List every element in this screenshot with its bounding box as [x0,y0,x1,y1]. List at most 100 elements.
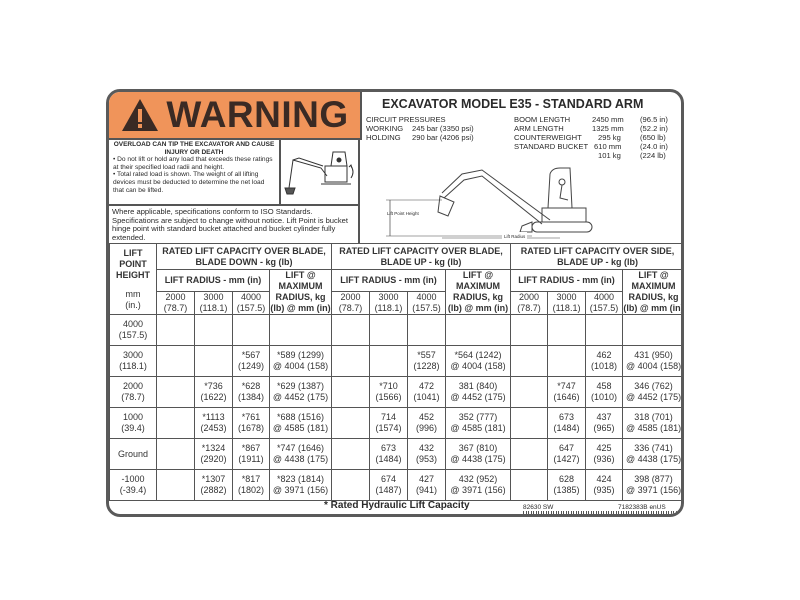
radius-value: 4000 (157.5) [585,291,624,315]
capacity-cell: 628 (1385) [547,469,587,501]
capacity-cell: *823 (1814) @ 3971 (156) [269,469,332,501]
max-radius-header: LIFT @ MAXIMUM RADIUS, kg (lb) @ mm (in) [622,269,684,315]
header-row: LIFT POINT HEIGHT mm (in.) RATED LIFT CAPA… [109,243,681,315]
height-cell: 1000 (39.4) [109,407,157,439]
radius-value: 4000 (157.5) [407,291,446,315]
capacity-cell [547,345,587,377]
lift-point-height-header: LIFT POINT HEIGHT mm (in.) [109,243,157,315]
radius-value: 4000 (157.5) [232,291,270,315]
counterweight-lb: (650 lb) [640,133,666,142]
lift-point-height-label: Lift Point Height [387,211,419,216]
height-cell: 3000 (118.1) [109,345,157,377]
capacity-cell [369,314,408,346]
capacity-cell [622,314,681,346]
arm-length-label: ARM LENGTH [514,124,564,133]
capacity-cell [510,438,549,470]
capacity-cell: 318 (701) @ 4585 (181) [622,407,681,439]
arm-length-in: (52.2 in) [640,124,668,133]
capacity-cell [510,376,549,408]
bullet: • Total rated load is shown. The weight … [113,171,265,194]
capacity-group-header: RATED LIFT CAPACITY OVER BLADE, BLADE DO… [156,243,332,270]
height-cell: 2000 (78.7) [109,376,157,408]
capacity-cell: *628 (1384) [232,376,270,408]
header-row: LIFT RADIUS - mm (in) LIFT @ MAXIMUM RADI… [110,269,681,315]
radius-row: 2000 (78.7) 3000 (118.1) 4000 (157.5) 2000 (78.… [110,291,682,315]
capacity-cell: 472 (1041) [407,376,446,408]
table-row: 1000 (39.4) *1113 (2453) *761 (1678) *688 (151… [109,407,681,439]
capacity-cell [331,438,370,470]
warning-label: WARNING OVERLOAD CAN TIP THE EXCAVATOR A… [106,89,684,517]
bullet-text: Total rated load is shown. The weight of… [113,171,265,194]
warning-triangle-icon [122,99,159,131]
holding-value: 290 bar (4206 psi) [412,133,474,142]
capacity-cell: *564 (1242) @ 4004 (158) [444,345,512,377]
capacity-cell: *747 (1646) [547,376,587,408]
capacity-cell: 437 (965) [585,407,624,439]
capacity-cell [156,469,195,501]
height-cell: 4000 (157.5) [109,314,157,346]
capacity-cell: 431 (950) @ 4004 (158) [622,345,681,377]
part-code-right: 7182383B enUS [618,504,666,511]
capacity-cell: 432 (953) [407,438,446,470]
rated-hydraulic-note: * Rated Hydraulic Lift Capacity [324,500,470,511]
capacity-cell [331,469,370,501]
capacity-cell [369,345,408,377]
working-label: WORKING [366,124,404,133]
max-radius-header: LIFT @ MAXIMUM RADIUS, kg (lb) @ mm (in) [269,269,332,315]
height-cell: Ground [109,438,157,470]
lift-capacity-table: LIFT POINT HEIGHT mm (in.) RATED LIFT CAPA… [109,243,682,501]
capacity-cell [156,376,195,408]
bucket-width-in: (24.0 in) [640,142,668,151]
radius-value: 2000 (78.7) [156,291,195,315]
boom-length-in: (96.5 in) [640,115,668,124]
lift-radius-label: Lift Radius [502,232,528,241]
capacity-cell [585,314,624,346]
height-unit: mm (in.) [125,288,141,310]
barcode [523,511,681,514]
boom-length-label: BOOM LENGTH [514,115,571,124]
table-row: 3000 (118.1) *567 (1249) *589 (1299) @ 4004 (… [109,345,681,377]
height-header-text: LIFT POINT HEIGHT [115,247,150,280]
radius-value: 2000 (78.7) [510,291,549,315]
boom-length-mm: 2450 mm [592,115,624,124]
max-radius-header: LIFT @ MAXIMUM RADIUS, kg (lb) @ mm (in) [444,269,512,315]
capacity-cell: *629 (1387) @ 4452 (175) [269,376,332,408]
capacity-cell: 352 (777) @ 4585 (181) [444,407,512,439]
capacity-cell: 673 (1484) [369,438,408,470]
capacity-cell [194,314,233,346]
excavator-diagram [386,167,593,239]
warning-title: WARNING [166,94,349,135]
bucket-weight-lb: (224 lb) [640,151,666,160]
capacity-cell: 458 (1010) [585,376,624,408]
tipping-illustration [281,138,360,206]
capacity-cell: *867 (1911) [232,438,270,470]
capacity-cell: 336 (741) @ 4438 (175) [622,438,681,470]
capacity-cell: *710 (1566) [369,376,408,408]
tipping-excavator-icon [284,151,354,195]
part-code-left: 82630 SW [523,504,554,511]
capacity-cell: *747 (1646) @ 4438 (175) [269,438,332,470]
capacity-cell: 381 (840) @ 4452 (175) [444,376,512,408]
table-row: Ground *1324 (2920) *867 (1911) *747 (1646) @ … [109,438,681,470]
capacity-cell: *589 (1299) @ 4004 (158) [269,345,332,377]
capacity-cell: 367 (810) @ 4438 (175) [444,438,512,470]
radius-value: 3000 (118.1) [194,291,233,315]
capacity-cell: 674 (1487) [369,469,408,501]
lift-radius-header: LIFT RADIUS - mm (in) [510,269,624,292]
table-row: 2000 (78.7) *736 (1622) *628 (1384) *629 (1387… [109,376,681,408]
capacity-cell: *688 (1516) @ 4585 (181) [269,407,332,439]
counterweight-kg: 295 kg [598,133,621,142]
bullet: • Do not lift or hold any load that exce… [113,156,273,171]
arm-length-mm: 1325 mm [592,124,624,133]
height-cell: -1000 (-39.4) [109,469,157,501]
capacity-cell [156,407,195,439]
capacity-cell [156,438,195,470]
capacity-cell [156,314,195,346]
capacity-cell [510,469,549,501]
capacity-cell: *817 (1802) [232,469,270,501]
capacity-cell [547,314,587,346]
capacity-cell [510,407,549,439]
capacity-cell [407,314,446,346]
radius-value: 2000 (78.7) [331,291,370,315]
lift-radius-header: LIFT RADIUS - mm (in) [156,269,270,292]
